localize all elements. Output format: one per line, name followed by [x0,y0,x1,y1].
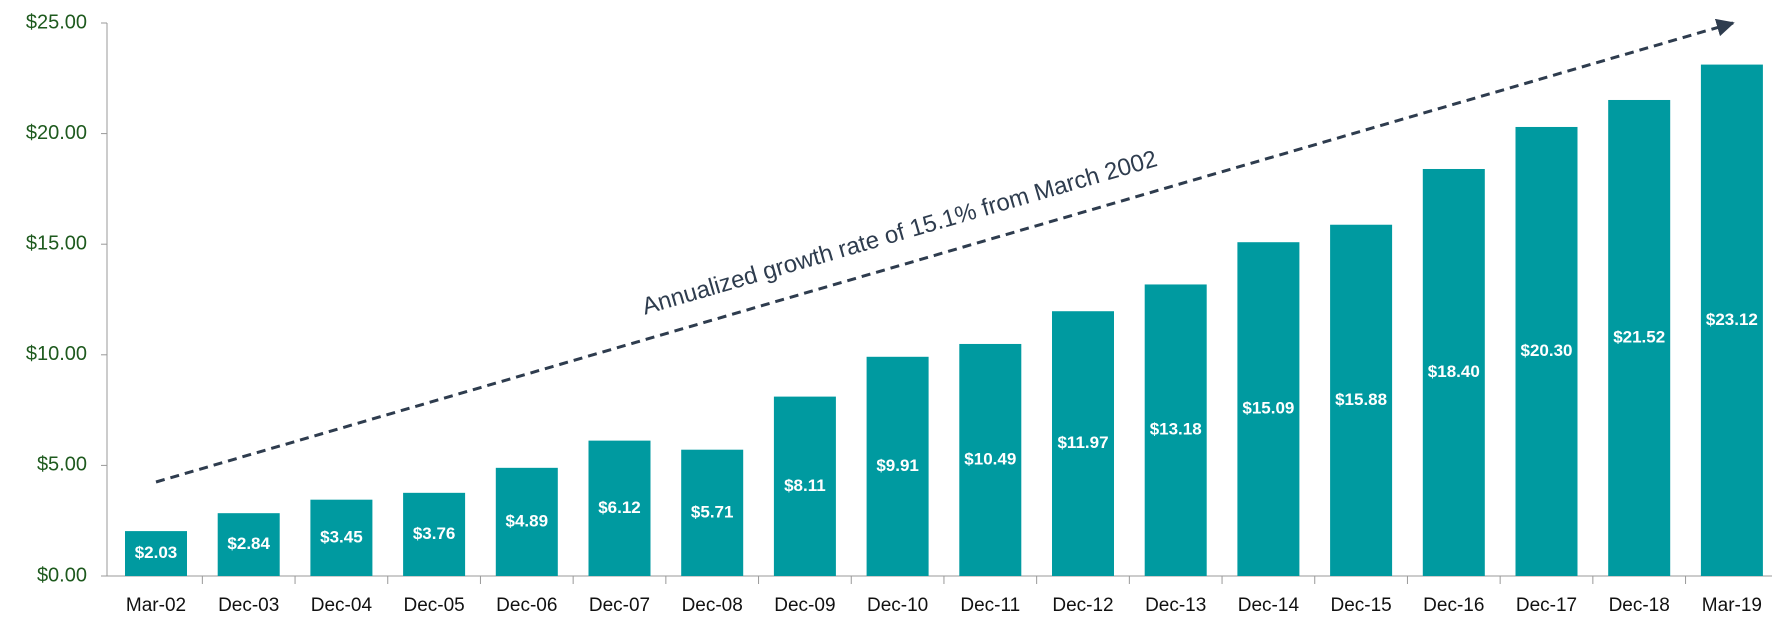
x-tick-label: Dec-09 [774,595,835,616]
x-tick-label: Dec-17 [1516,595,1577,616]
bar [1330,224,1393,576]
x-tick-label: Dec-08 [682,595,743,616]
bar [866,356,929,576]
y-tick-label: $25.00 [26,11,87,33]
bar [681,449,744,576]
y-tick-label: $20.00 [26,122,87,144]
bar [217,513,280,576]
y-tick-label: $5.00 [37,454,87,476]
value-label: $4.89 [506,511,549,530]
x-tick-label: Dec-06 [496,595,557,616]
bar [1515,126,1578,577]
bar [310,499,373,576]
bar [1144,284,1207,576]
value-label: $5.71 [691,502,734,521]
x-tick-label: Mar-19 [1702,595,1762,616]
value-label: $9.91 [876,456,919,475]
trend-arrow [155,18,1735,484]
value-label: $15.09 [1242,399,1294,418]
annotation: Annualized growth rate of 15.1% from Mar… [639,145,1160,320]
y-tick-label: $15.00 [26,232,87,254]
x-tick-label: Dec-12 [1052,595,1113,616]
value-label: $3.76 [413,524,456,543]
bar [1052,311,1114,576]
value-label: $23.12 [1706,310,1758,329]
x-tick-label: Dec-15 [1330,595,1391,616]
value-label: $13.18 [1150,420,1202,439]
value-label: $21.52 [1613,327,1665,346]
bar [959,343,1022,576]
value-label: $2.84 [227,534,270,553]
x-tick-label: Dec-16 [1423,595,1484,616]
bar [1422,168,1485,576]
x-tick-label: Dec-14 [1238,595,1300,616]
value-label: $6.12 [598,498,641,517]
bar [1237,242,1300,576]
value-label: $11.97 [1057,433,1108,452]
x-tick-label: Dec-04 [311,595,373,616]
bar [403,492,466,576]
x-tick-label: Mar-02 [126,595,186,616]
x-tick-label: Dec-18 [1609,595,1670,616]
y-tick-label: $10.00 [26,343,87,365]
bar [125,531,187,576]
value-label: $8.11 [784,476,826,495]
bar [773,396,836,576]
value-label: $3.45 [320,527,363,546]
value-label: $15.88 [1335,390,1387,409]
x-tick-label: Dec-10 [867,595,928,616]
y-tick-label: $0.00 [37,564,87,586]
bar [1608,99,1671,576]
value-label: $2.03 [135,543,178,562]
value-label: $20.30 [1521,341,1573,360]
x-tick-label: Dec-11 [960,595,1020,616]
x-tick-label: Dec-13 [1145,595,1206,616]
x-tick-label: Dec-07 [589,595,650,616]
bar [588,440,651,576]
bar [1700,64,1763,576]
x-tick-label: Dec-03 [218,595,279,616]
value-label: $18.40 [1428,362,1480,381]
x-tick-label: Dec-05 [403,595,464,616]
value-label: $10.49 [964,449,1016,468]
bar [495,467,558,576]
